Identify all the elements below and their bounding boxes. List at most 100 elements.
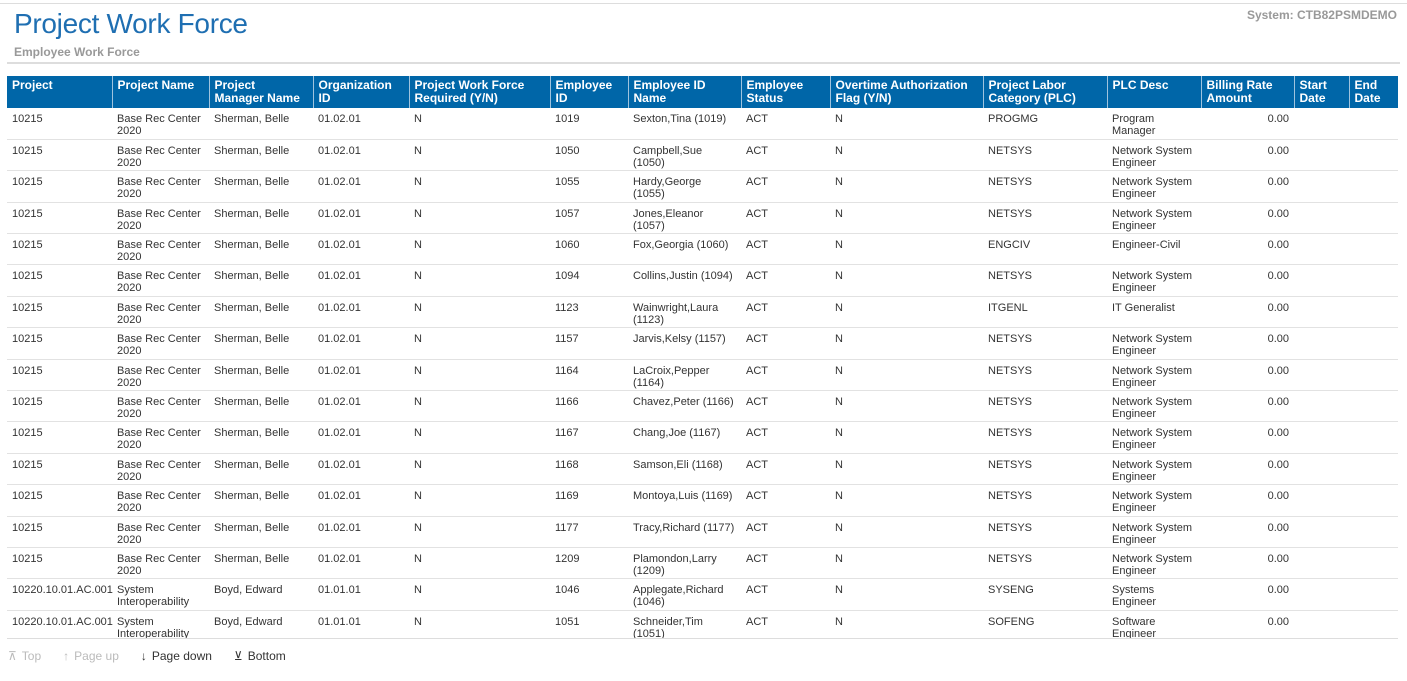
table-cell: ACT [741,610,830,638]
table-cell: Base Rec Center 2020 [112,390,209,423]
table-cell: 1050 [550,139,628,172]
bottom-button[interactable]: ⊻ Bottom [234,649,286,663]
column-header[interactable]: End Date [1349,76,1398,108]
table-row[interactable]: 10220.10.01.AC.001 System Interoperabilit… [7,578,1398,611]
table-cell: Applegate,Richard (1046) [628,578,741,611]
table-cell: 01.01.01 [313,578,409,611]
table-cell: Sherman, Belle [209,327,313,360]
column-header[interactable]: Project Work Force Required (Y/N) [409,76,551,108]
column-header[interactable]: PLC Desc [1107,76,1202,108]
column-header[interactable]: Employee Status [741,76,831,108]
column-header[interactable]: Project Labor Category (PLC) [983,76,1108,108]
table-cell: Jarvis,Kelsy (1157) [628,327,741,360]
table-cell: N [409,264,550,297]
table-cell: 01.02.01 [313,390,409,423]
column-header[interactable]: Project [7,76,113,108]
table-cell: 1051 [550,610,628,638]
table-row[interactable]: 10215 Base Rec Center 2020 Sherman, Belle 0… [7,170,1398,203]
table-cell: 0.00 [1201,233,1294,266]
table-cell: 10215 [7,108,112,140]
table-row[interactable]: 10215 Base Rec Center 2020 Sherman, Belle 0… [7,484,1398,517]
table-cell: 01.01.01 [313,610,409,638]
column-header[interactable]: Organization ID [313,76,410,108]
table-cell: ENGCIV [983,233,1107,266]
table-row[interactable]: 10215 Base Rec Center 2020 Sherman, Belle 0… [7,516,1398,548]
table-row[interactable]: 10215 Base Rec Center 2020 Sherman, Belle 0… [7,547,1398,580]
table-cell: 0.00 [1201,108,1294,140]
table-row[interactable]: 10215 Base Rec Center 2020 Sherman, Belle 0… [7,327,1398,360]
table-cell: N [409,453,550,486]
table-cell: Network System Engineer [1107,516,1201,548]
table-cell: Sherman, Belle [209,547,313,580]
table-cell [1349,108,1398,140]
table-cell: 10215 [7,264,112,297]
column-header[interactable]: Start Date [1294,76,1350,108]
table-cell: Base Rec Center 2020 [112,327,209,360]
table-row[interactable]: 10215 Base Rec Center 2020 Sherman, Belle 0… [7,264,1398,297]
table-cell: 10215 [7,296,112,329]
table-cell: NETSYS [983,202,1107,235]
table-cell: 1167 [550,421,628,454]
column-header[interactable]: Overtime Authorization Flag (Y/N) [830,76,984,108]
table-cell: Sherman, Belle [209,233,313,266]
table-cell [1349,547,1398,580]
table-cell: N [409,202,550,235]
top-button[interactable]: ⊼ Top [8,649,41,663]
table-cell: NETSYS [983,327,1107,360]
table-cell: N [830,390,983,423]
table-cell: 10220.10.01.AC.001 [7,610,113,638]
table-cell: N [409,484,550,517]
table-row[interactable]: 10215 Base Rec Center 2020 Sherman, Belle 0… [7,296,1398,329]
table-cell: ACT [741,516,830,548]
table-cell: Network System Engineer [1107,421,1201,454]
bottom-arrow-icon: ⊻ [233,649,243,663]
table-cell: Network System Engineer [1107,264,1201,297]
table-row[interactable]: 10215 Base Rec Center 2020 Sherman, Belle 0… [7,453,1398,486]
column-header[interactable]: Project Name [112,76,210,108]
table-cell: 10220.10.01.AC.001 [7,578,113,611]
table-cell [1294,484,1349,517]
column-header[interactable]: Employee ID [550,76,629,108]
table-cell [1349,453,1398,486]
table-cell: N [409,516,550,548]
table-cell: N [409,547,550,580]
table-cell: 10215 [7,547,112,580]
table-cell: 1177 [550,516,628,548]
table-cell: Base Rec Center 2020 [112,170,209,203]
table-cell: Network System Engineer [1107,139,1201,172]
table-cell: ACT [741,108,830,140]
table-cell: N [830,233,983,266]
page-up-button[interactable]: ↑ Page up [63,649,119,663]
table-cell [1349,233,1398,266]
table-cell: Chavez,Peter (1166) [628,390,741,423]
table-cell: Base Rec Center 2020 [112,421,209,454]
table-row[interactable]: 10215 Base Rec Center 2020 Sherman, Belle 0… [7,390,1398,423]
table-cell: N [830,484,983,517]
work-force-table-container[interactable]: Project Project Name Project Manager Name O… [7,76,1398,639]
column-header[interactable]: Employee ID Name [628,76,742,108]
table-row[interactable]: 10215 Base Rec Center 2020 Sherman, Belle 0… [7,233,1398,266]
table-cell: Plamondon,Larry (1209) [628,547,741,580]
table-cell: Base Rec Center 2020 [112,484,209,517]
table-row[interactable]: 10215 Base Rec Center 2020 Sherman, Belle 0… [7,108,1398,140]
table-row[interactable]: 10215 Base Rec Center 2020 Sherman, Belle 0… [7,421,1398,454]
table-cell: ACT [741,421,830,454]
table-cell: Base Rec Center 2020 [112,202,209,235]
table-cell: 1060 [550,233,628,266]
page-down-button[interactable]: ↓ Page down [141,649,212,663]
table-row[interactable]: 10215 Base Rec Center 2020 Sherman, Belle 0… [7,139,1398,172]
table-cell [1294,139,1349,172]
table-cell: 01.02.01 [313,516,409,548]
table-cell: 0.00 [1201,453,1294,486]
column-header[interactable]: Billing Rate Amount [1201,76,1295,108]
table-cell: Base Rec Center 2020 [112,296,209,329]
table-cell: N [409,170,550,203]
table-cell: Base Rec Center 2020 [112,264,209,297]
table-row[interactable]: 10220.10.01.AC.001 System Interoperabilit… [7,610,1398,638]
table-row[interactable]: 10215 Base Rec Center 2020 Sherman, Belle 0… [7,202,1398,235]
table-cell: Network System Engineer [1107,170,1201,203]
table-row[interactable]: 10215 Base Rec Center 2020 Sherman, Belle 0… [7,359,1398,392]
column-header[interactable]: Project Manager Name [209,76,314,108]
table-cell: ITGENL [983,296,1107,329]
table-cell: Base Rec Center 2020 [112,516,209,548]
